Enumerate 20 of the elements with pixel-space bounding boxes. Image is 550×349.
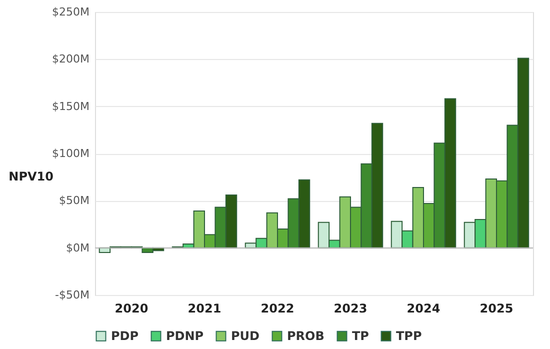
legend-label: TP xyxy=(352,329,370,344)
y-axis-title: NPV10 xyxy=(8,170,54,184)
legend-label: PUD xyxy=(231,329,260,344)
y-tick-label: $50M xyxy=(59,194,90,208)
y-tick-label: $200M xyxy=(52,52,90,66)
y-tick-label: $0M xyxy=(66,241,90,254)
legend-label: PDNP xyxy=(166,329,204,344)
x-tick-label: 2024 xyxy=(406,302,440,316)
y-tick-label: -$50M xyxy=(55,288,90,302)
x-tick-label: 2020 xyxy=(114,302,148,316)
x-tick-label: 2022 xyxy=(260,302,294,316)
legend-label: PROB xyxy=(287,329,324,344)
y-tick-label: $150M xyxy=(52,100,90,113)
x-tick-label: 2025 xyxy=(480,302,514,316)
legend-label: PDP xyxy=(111,329,139,344)
y-tick-label: $100M xyxy=(52,147,90,160)
y-tick-label: $250M xyxy=(52,6,90,18)
x-tick-label: 2023 xyxy=(334,302,368,316)
legend-label: TPP xyxy=(396,329,422,344)
x-tick-label: 2021 xyxy=(188,302,222,316)
